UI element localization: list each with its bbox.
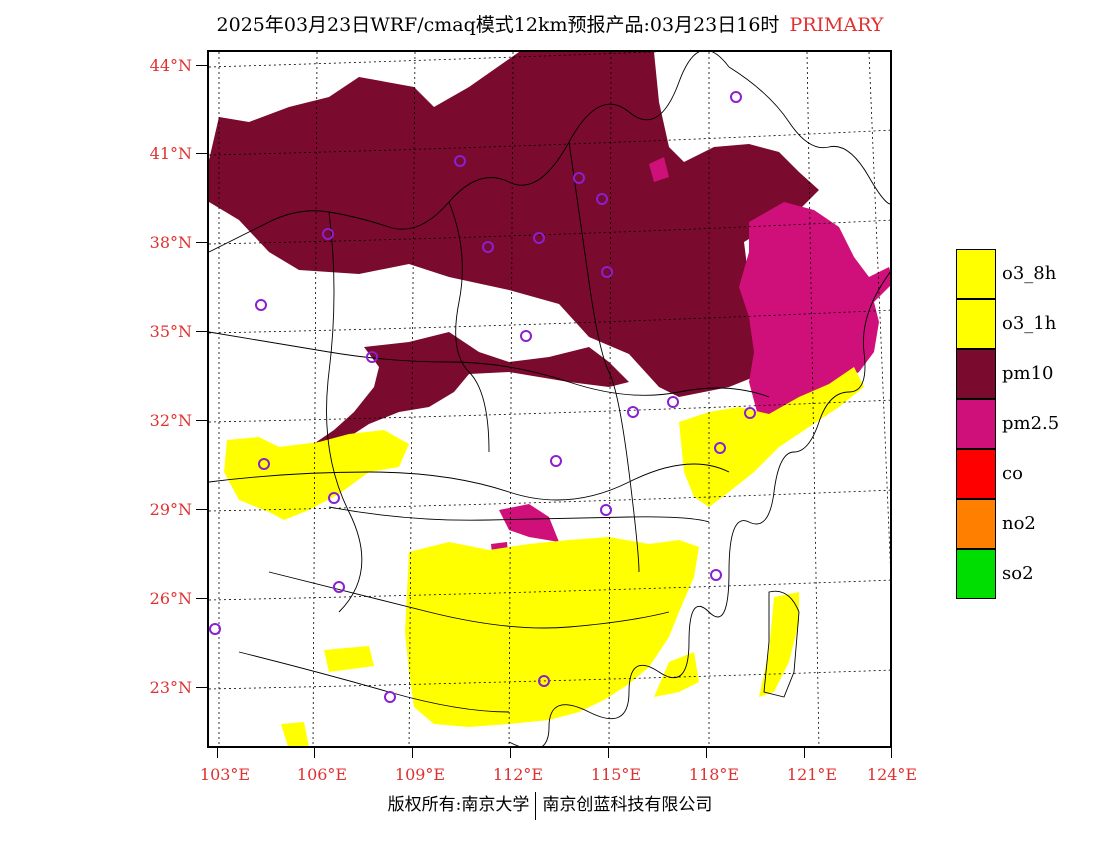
lat-label-29: 29°N <box>149 500 192 519</box>
pm25-region <box>739 202 890 437</box>
lon-tick <box>804 748 805 758</box>
lon-tick <box>706 748 707 758</box>
lon-label-124: 124°E <box>866 765 918 784</box>
copyright-right: 南京创蓝科技有限公司 <box>542 795 713 815</box>
pm10-region <box>304 332 629 467</box>
o3-region <box>224 430 409 520</box>
station-marker <box>520 330 532 342</box>
lon-tick <box>891 748 892 758</box>
legend-swatch <box>956 299 996 349</box>
legend-label: o3_1h <box>1002 313 1057 334</box>
station-marker <box>744 407 756 419</box>
station-marker <box>384 691 396 703</box>
pm25-region <box>649 157 669 182</box>
lon-label-121: 121°E <box>786 765 838 784</box>
station-marker <box>333 581 345 593</box>
station-marker <box>667 396 679 408</box>
legend-swatch <box>956 549 996 599</box>
map-title: 2025年03月23日WRF/cmaq模式12km预报产品:03月23日16时 P… <box>0 10 1100 37</box>
station-marker <box>328 492 340 504</box>
lon-label-112: 112°E <box>492 765 544 784</box>
lat-tick <box>196 65 207 66</box>
lat-label-26: 26°N <box>149 589 192 608</box>
lon-tick <box>412 748 413 758</box>
o3-region <box>405 537 699 727</box>
station-marker <box>454 155 466 167</box>
station-marker <box>573 172 585 184</box>
station-marker <box>601 266 613 278</box>
forecast-map[interactable] <box>207 50 892 748</box>
pm10-region <box>209 52 819 397</box>
legend-swatch <box>956 349 996 399</box>
station-marker <box>710 569 722 581</box>
lon-tick <box>608 748 609 758</box>
o3-region <box>759 592 799 697</box>
station-marker <box>600 504 612 516</box>
lat-tick <box>196 509 207 510</box>
lat-label-38: 38°N <box>149 233 192 252</box>
lat-tick <box>196 420 207 421</box>
lat-tick <box>196 153 207 154</box>
primary-tag: PRIMARY <box>789 14 884 36</box>
lat-label-32: 32°N <box>149 411 192 430</box>
legend-swatch <box>956 399 996 449</box>
lat-tick <box>196 242 207 243</box>
lon-label-115: 115°E <box>590 765 642 784</box>
title-text: 2025年03月23日WRF/cmaq模式12km预报产品:03月23日16时 <box>216 14 780 36</box>
copyright-footer: 版权所有:南京大学 南京创蓝科技有限公司 <box>0 790 1100 820</box>
graticule <box>209 52 890 746</box>
o3-region <box>324 646 374 672</box>
station-marker <box>209 623 221 635</box>
o3-region <box>654 652 699 697</box>
lon-label-109: 109°E <box>394 765 446 784</box>
station-marker <box>730 91 742 103</box>
lat-tick <box>196 598 207 599</box>
o3-region <box>679 367 864 507</box>
station-marker <box>550 455 562 467</box>
lon-tick <box>217 748 218 758</box>
copyright-left: 版权所有:南京大学 <box>387 795 530 815</box>
lat-label-41: 41°N <box>149 144 192 163</box>
lon-tick <box>314 748 315 758</box>
station-marker <box>482 241 494 253</box>
pm25-region <box>499 504 559 542</box>
legend-label: pm10 <box>1002 363 1054 384</box>
lat-label-35: 35°N <box>149 322 192 341</box>
footer-separator <box>535 791 537 820</box>
station-marker <box>596 193 608 205</box>
station-marker <box>322 228 334 240</box>
station-marker <box>627 406 639 418</box>
station-marker <box>255 299 267 311</box>
map-canvas <box>209 52 890 746</box>
lon-label-118: 118°E <box>688 765 740 784</box>
station-marker <box>533 232 545 244</box>
lat-label-44: 44°N <box>149 56 192 75</box>
station-marker <box>366 351 378 363</box>
legend-swatch <box>956 499 996 549</box>
lat-label-23: 23°N <box>149 678 192 697</box>
legend-label: no2 <box>1002 513 1036 534</box>
lon-label-106: 106°E <box>296 765 348 784</box>
station-markers <box>209 91 756 703</box>
station-marker <box>714 442 726 454</box>
legend-label: co <box>1002 463 1023 484</box>
lat-tick <box>196 687 207 688</box>
lon-label-103: 103°E <box>199 765 251 784</box>
legend-label: pm2.5 <box>1002 413 1060 434</box>
lon-tick <box>510 748 511 758</box>
station-marker <box>538 675 550 687</box>
lat-tick <box>196 331 207 332</box>
o3-region <box>281 722 309 746</box>
legend-swatch <box>956 449 996 499</box>
station-marker <box>258 458 270 470</box>
legend-swatch <box>956 249 996 299</box>
legend-label: o3_8h <box>1002 263 1057 284</box>
legend-label: so2 <box>1002 563 1034 584</box>
